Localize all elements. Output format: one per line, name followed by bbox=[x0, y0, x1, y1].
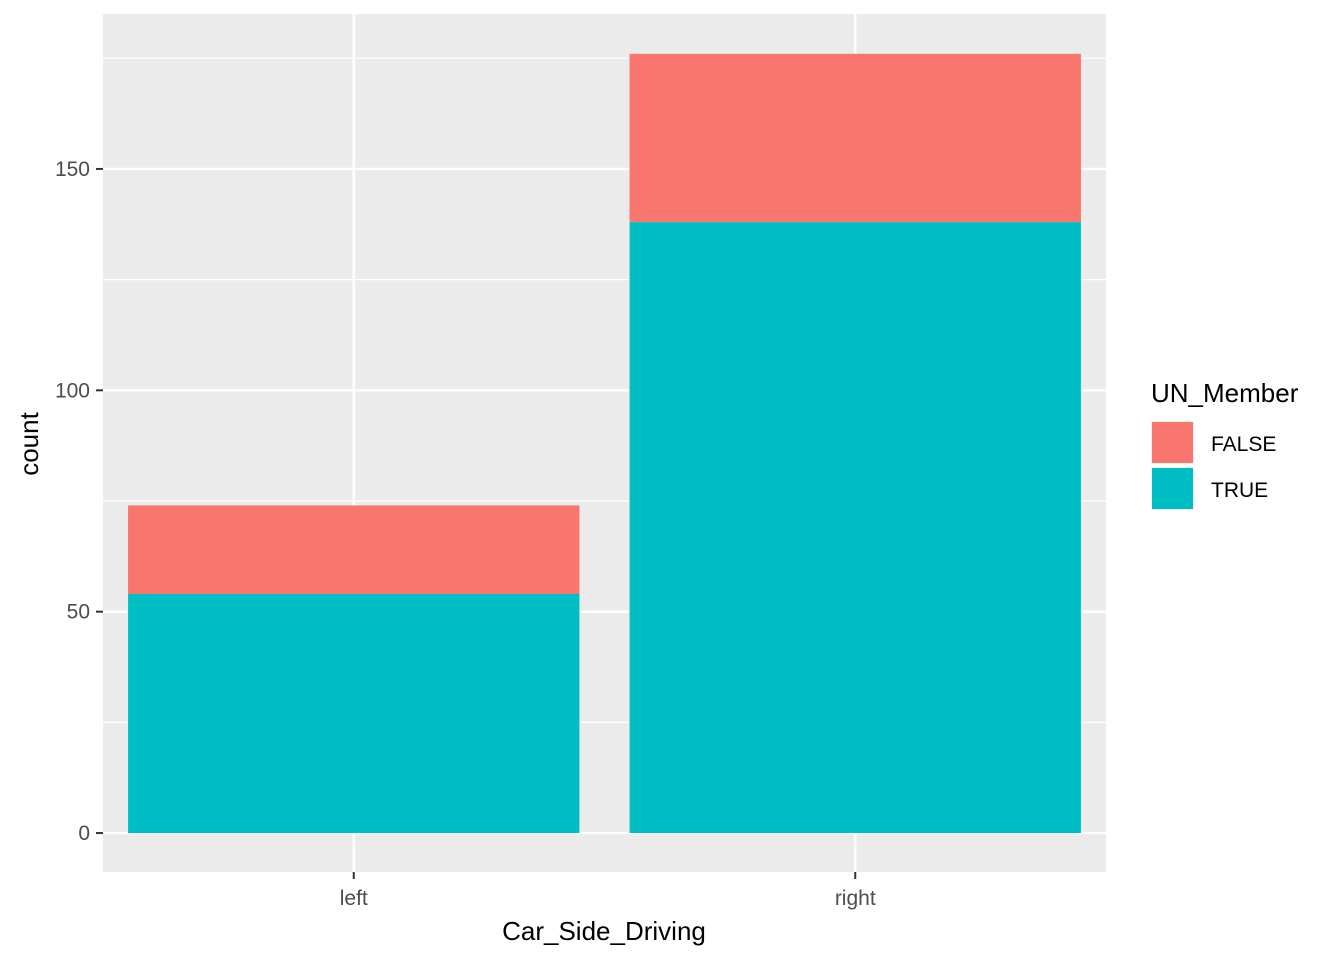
legend-swatch-true bbox=[1152, 468, 1193, 509]
y-axis-title: count bbox=[14, 411, 44, 475]
y-tick-label: 50 bbox=[67, 601, 90, 624]
y-tick-label: 0 bbox=[78, 822, 90, 845]
bar-right-true bbox=[629, 222, 1081, 834]
y-tick-label: 150 bbox=[55, 158, 90, 181]
bar-left-false bbox=[128, 505, 580, 594]
bar-left-true bbox=[128, 593, 580, 834]
legend-label-true: TRUE bbox=[1211, 479, 1268, 502]
y-axis-ticks: 0 50 100 150 bbox=[55, 158, 103, 845]
x-tick-label: right bbox=[835, 887, 876, 910]
x-axis-title: Car_Side_Driving bbox=[502, 916, 706, 946]
bars bbox=[128, 53, 1081, 834]
legend-title: UN_Member bbox=[1151, 378, 1299, 408]
legend-label-false: FALSE bbox=[1211, 433, 1276, 456]
x-tick-label: left bbox=[340, 887, 368, 910]
y-tick-label: 100 bbox=[55, 379, 90, 402]
x-axis-ticks: left right bbox=[340, 872, 876, 910]
legend-swatch-false bbox=[1152, 422, 1193, 463]
legend: UN_Member FALSE TRUE bbox=[1151, 378, 1299, 510]
bar-right-false bbox=[629, 53, 1081, 223]
